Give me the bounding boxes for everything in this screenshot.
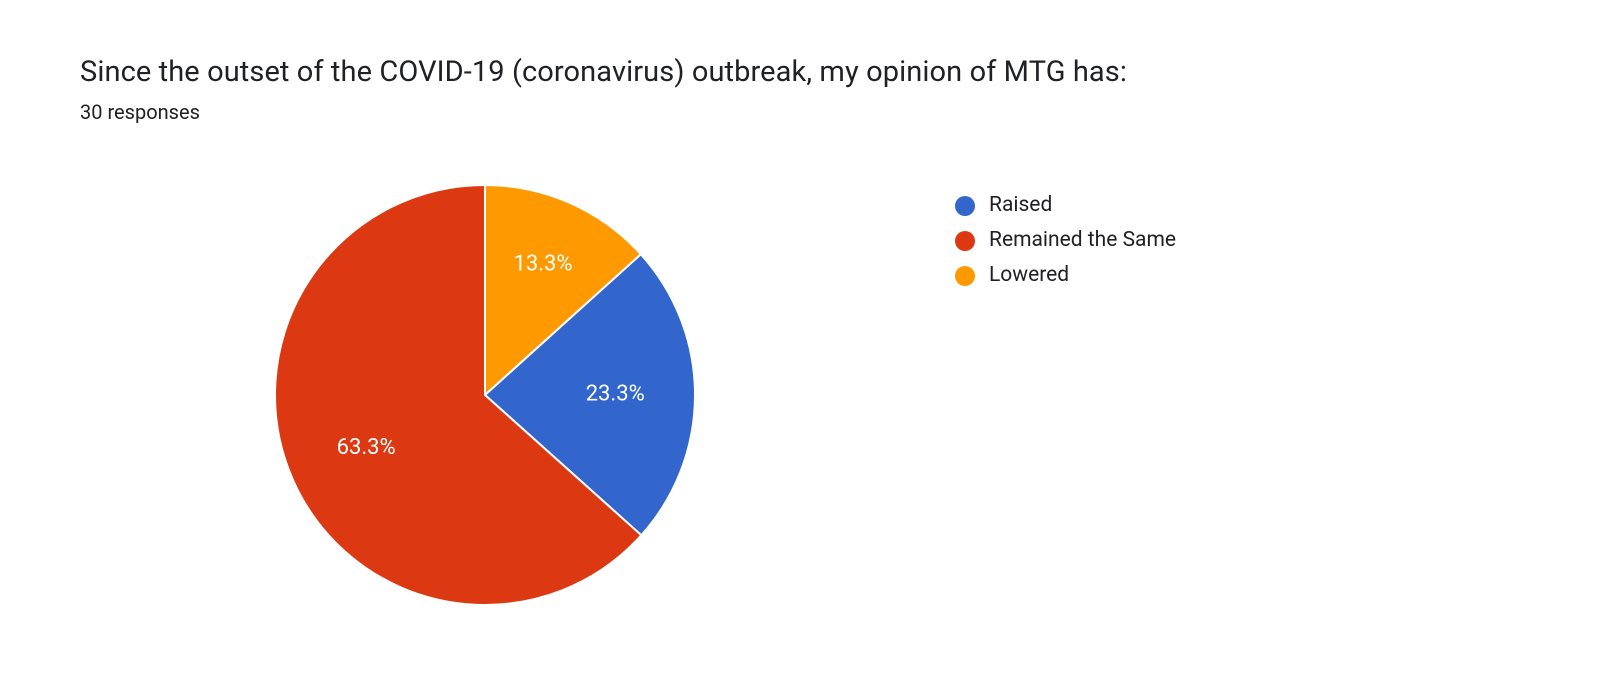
legend-swatch xyxy=(955,196,975,216)
response-count: 30 responses xyxy=(80,100,200,124)
legend-label: Lowered xyxy=(989,265,1069,286)
legend-swatch xyxy=(955,231,975,251)
pie-slice-label: 23.3% xyxy=(586,382,645,407)
legend: Raised Remained the Same Lowered xyxy=(955,195,1176,300)
chart-title: Since the outset of the COVID-19 (corona… xyxy=(80,55,1127,89)
pie-chart: 13.3% 23.3% 63.3% xyxy=(275,185,695,605)
legend-label: Raised xyxy=(989,195,1052,216)
legend-item[interactable]: Remained the Same xyxy=(955,230,1176,251)
legend-item[interactable]: Lowered xyxy=(955,265,1176,286)
legend-swatch xyxy=(955,266,975,286)
legend-label: Remained the Same xyxy=(989,230,1176,251)
pie-slice-label: 13.3% xyxy=(513,251,572,276)
legend-item[interactable]: Raised xyxy=(955,195,1176,216)
pie-slice-label: 63.3% xyxy=(337,435,396,460)
